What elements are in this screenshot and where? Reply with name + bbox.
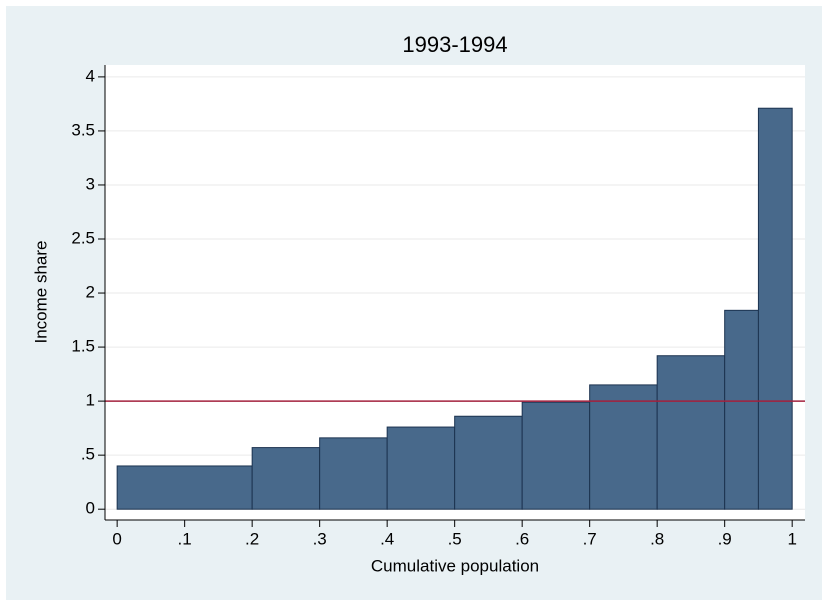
x-tick-label: 1 [787, 529, 796, 548]
x-tick-label: .9 [718, 529, 732, 548]
x-tick-label: .4 [380, 529, 394, 548]
chart-title: 1993-1994 [402, 32, 507, 57]
x-tick-label: .2 [245, 529, 259, 548]
bar [319, 437, 388, 510]
x-tick-label: .8 [650, 529, 664, 548]
bar [116, 465, 253, 510]
y-tick-label: 1 [86, 391, 95, 410]
x-tick-label: .1 [178, 529, 192, 548]
y-tick-label: 0 [86, 499, 95, 518]
y-tick-label: 4 [86, 66, 95, 85]
y-tick-label: .5 [81, 445, 95, 464]
x-tick-label: 0 [112, 529, 121, 548]
bar [589, 384, 658, 510]
y-tick-label: 1.5 [71, 337, 95, 356]
y-tick-label: 2 [86, 283, 95, 302]
bar [724, 309, 759, 510]
bar [454, 415, 523, 510]
bar [521, 401, 591, 510]
y-tick-label: 3.5 [71, 120, 95, 139]
bar [386, 426, 456, 510]
x-tick-label: .3 [313, 529, 327, 548]
bar [656, 355, 726, 510]
y-axis-label: Income share [31, 241, 50, 344]
x-tick-label: .7 [583, 529, 597, 548]
x-tick-label: .6 [515, 529, 529, 548]
y-tick-label: 3 [86, 174, 95, 193]
x-tick-label: .5 [448, 529, 462, 548]
bar [251, 447, 321, 510]
bar [757, 107, 793, 510]
y-tick-label: 2.5 [71, 228, 95, 247]
x-axis-label: Cumulative population [371, 556, 539, 575]
